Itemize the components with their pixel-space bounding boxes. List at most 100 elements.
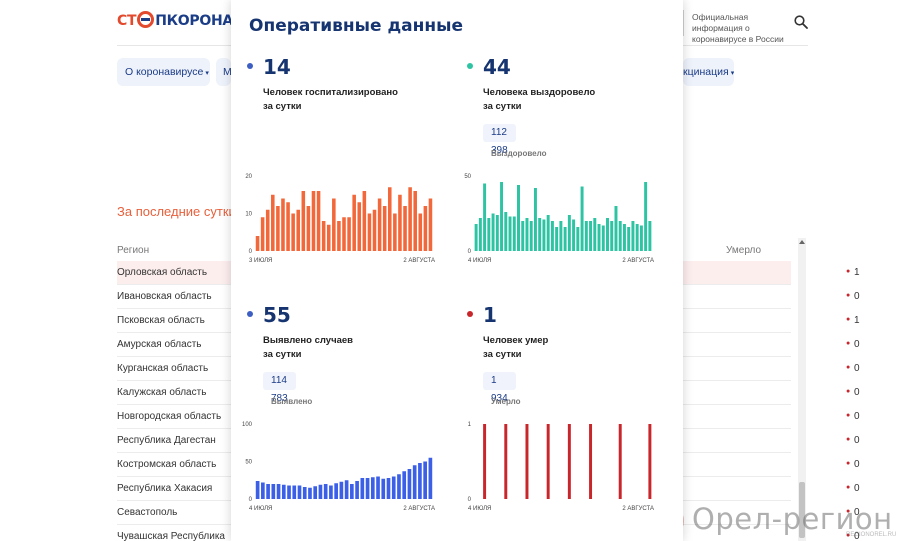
chart-bar[interactable] (567, 215, 571, 251)
chart-bar[interactable] (365, 478, 370, 499)
chart-bar[interactable] (387, 187, 392, 251)
chart-bar[interactable] (504, 212, 508, 251)
chart-bar[interactable] (323, 484, 328, 499)
chart-bar[interactable] (504, 424, 508, 499)
nav-about-coronavirus[interactable]: О коронавирусе ▾ (117, 58, 210, 86)
chart-bar[interactable] (622, 224, 626, 251)
chart-bar[interactable] (370, 477, 375, 499)
chart-bar[interactable] (412, 465, 417, 499)
chart-bar[interactable] (474, 224, 478, 251)
chart-bar[interactable] (286, 202, 290, 251)
chart-bar[interactable] (311, 191, 316, 251)
chart-bar[interactable] (276, 206, 280, 251)
chart-bar[interactable] (546, 424, 550, 499)
chart-bar[interactable] (255, 481, 260, 499)
chart-bar[interactable] (408, 187, 412, 251)
chart-bar[interactable] (306, 206, 311, 251)
chart-bar[interactable] (635, 224, 639, 251)
chart-bar[interactable] (342, 217, 346, 251)
chart-bar[interactable] (276, 484, 281, 499)
stopkoronavirus-logo[interactable]: СТ ПКОРОНАВИ (117, 11, 255, 29)
nav-vaccination[interactable]: кцинация ▾ (683, 58, 734, 86)
chart-bar[interactable] (644, 182, 648, 251)
chart-bar[interactable] (533, 188, 537, 251)
chart-bar[interactable] (567, 424, 571, 499)
chart-bar[interactable] (546, 215, 550, 251)
chart-bar[interactable] (376, 476, 380, 500)
chart-bar[interactable] (639, 225, 643, 252)
table-scrollbar[interactable] (798, 238, 806, 541)
chart-bar[interactable] (350, 484, 354, 499)
chart-bar[interactable] (407, 469, 412, 499)
chart-bar[interactable] (266, 484, 270, 499)
chart-bar[interactable] (308, 487, 312, 499)
chart-bar[interactable] (572, 219, 576, 252)
chart-bar[interactable] (255, 236, 260, 251)
chart-bar[interactable] (296, 209, 301, 251)
chart-bar[interactable] (589, 424, 593, 499)
chart-bar[interactable] (517, 185, 520, 251)
chart-bar[interactable] (627, 227, 631, 251)
chart-bar[interactable] (418, 463, 422, 499)
chart-bar[interactable] (413, 191, 417, 251)
chart-bar[interactable] (402, 471, 407, 499)
chart-bar[interactable] (508, 216, 512, 252)
chart-bar[interactable] (344, 480, 349, 499)
chart-bar[interactable] (423, 461, 427, 500)
chart-bar[interactable] (550, 221, 554, 251)
chart-bar[interactable] (339, 481, 344, 499)
chart-bar[interactable] (648, 424, 652, 499)
chart-bar[interactable] (391, 476, 396, 500)
chart-bar[interactable] (372, 209, 377, 251)
search-icon[interactable] (794, 15, 808, 29)
chart-bar[interactable] (483, 424, 487, 499)
chart-bar[interactable] (271, 484, 276, 499)
chart-bar[interactable] (538, 218, 542, 251)
chart-bar[interactable] (362, 191, 367, 251)
chart-bar[interactable] (313, 486, 318, 499)
scroll-up-arrow-icon[interactable] (799, 240, 805, 244)
chart-bar[interactable] (281, 198, 285, 252)
chart-bar[interactable] (357, 202, 362, 251)
table-row[interactable]: Чувашская Республика ● 0 (117, 525, 860, 541)
chart-bar[interactable] (428, 457, 433, 499)
chart-bar[interactable] (329, 485, 333, 500)
chart-bar[interactable] (367, 213, 372, 252)
chart-bar[interactable] (381, 478, 386, 499)
chart-bar[interactable] (428, 198, 433, 252)
chart-bar[interactable] (491, 213, 495, 252)
chart-bar[interactable] (393, 213, 397, 252)
chart-bar[interactable] (377, 198, 382, 252)
chart-bar[interactable] (521, 221, 525, 251)
chart-bar[interactable] (297, 485, 302, 500)
chart-bar[interactable] (525, 424, 529, 499)
chart-bar[interactable] (495, 215, 499, 251)
chart-bar[interactable] (500, 182, 504, 251)
chart-bar[interactable] (593, 218, 597, 251)
chart-bar[interactable] (418, 213, 423, 252)
chart-bar[interactable] (265, 209, 270, 251)
chart-bar[interactable] (301, 191, 306, 251)
chart-bar[interactable] (271, 194, 275, 251)
chart-bar[interactable] (589, 221, 593, 251)
chart-bar[interactable] (606, 218, 609, 251)
chart-bar[interactable] (302, 487, 307, 499)
chart-bar[interactable] (318, 484, 323, 499)
chart-bar[interactable] (525, 218, 529, 251)
chart-bar[interactable] (597, 224, 601, 251)
chart-bar[interactable] (610, 221, 614, 251)
chart-bar[interactable] (281, 484, 286, 499)
chart-bar[interactable] (337, 221, 341, 251)
chart-bar[interactable] (512, 216, 516, 252)
chart-bar[interactable] (326, 224, 331, 251)
chart-bar[interactable] (355, 481, 359, 499)
chart-bar[interactable] (397, 474, 401, 499)
chart-bar[interactable] (382, 206, 387, 251)
chart-bar[interactable] (580, 186, 584, 252)
chart-bar[interactable] (618, 221, 622, 251)
chart-bar[interactable] (559, 221, 563, 251)
chart-bar[interactable] (631, 221, 635, 251)
chart-bar[interactable] (332, 198, 336, 252)
chart-bar[interactable] (648, 221, 652, 251)
chart-bar[interactable] (260, 217, 265, 251)
